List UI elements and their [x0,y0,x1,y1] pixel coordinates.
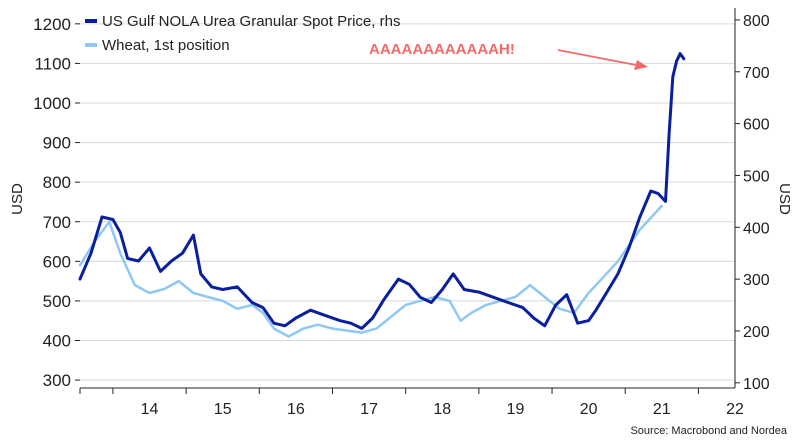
annotation-text: AAAAAAAAAAAAH! [369,41,515,58]
source-note: Source: Macrobond and Nordea [630,425,787,437]
y-tick-label-left: 300 [43,371,71,390]
series-lines [78,52,686,338]
y-tick-label-left: 400 [43,332,71,351]
legend-label-urea: US Gulf NOLA Urea Granular Spot Price, r… [102,13,400,30]
y-tick-label-left: 900 [43,134,71,153]
x-tick-label: 14 [141,401,159,418]
y-tick-label-left: 1100 [34,54,71,73]
y-tick-label-left: 1000 [33,94,71,113]
y-tick-label-right: 600 [743,117,770,134]
x-tick-label: 18 [433,401,451,418]
y-axis-label-left: USD [9,183,26,215]
y-tick-label-left: 700 [43,213,71,232]
y-tick-label-right: 500 [743,168,770,185]
x-tick-label: 16 [287,401,305,418]
x-tick-label: 19 [507,401,525,418]
y-tick-label-left: 600 [43,252,71,271]
y-tick-label-right: 200 [743,324,770,341]
y-tick-label-left: 800 [43,173,71,192]
legend: US Gulf NOLA Urea Granular Spot Price, r… [85,13,400,54]
y-tick-label-right: 700 [743,65,770,82]
y-tick-label-left: 1200 [33,15,71,34]
x-tick-label: 21 [653,401,671,418]
legend-label-wheat: Wheat, 1st position [102,37,230,54]
y-tick-label-right: 400 [743,220,770,237]
annotation-arrow [557,49,648,70]
y-axis-label-right: USD [776,183,793,215]
x-tick-label: 22 [726,401,744,418]
x-tick-label: 20 [580,401,598,418]
y-tick-label-right: 800 [743,13,770,30]
x-tick-label: 17 [360,401,378,418]
y-tick-label-left: 500 [43,292,71,311]
axes: 300 400 500 600 700 800 900 1000 1100 1200 100 200 3… [33,8,770,418]
series-line-urea [78,52,686,330]
x-tick-label: 15 [214,401,232,418]
y-tick-label-right: 300 [743,272,770,289]
y-tick-label-right: 100 [743,376,770,393]
grid-lines [80,23,735,381]
